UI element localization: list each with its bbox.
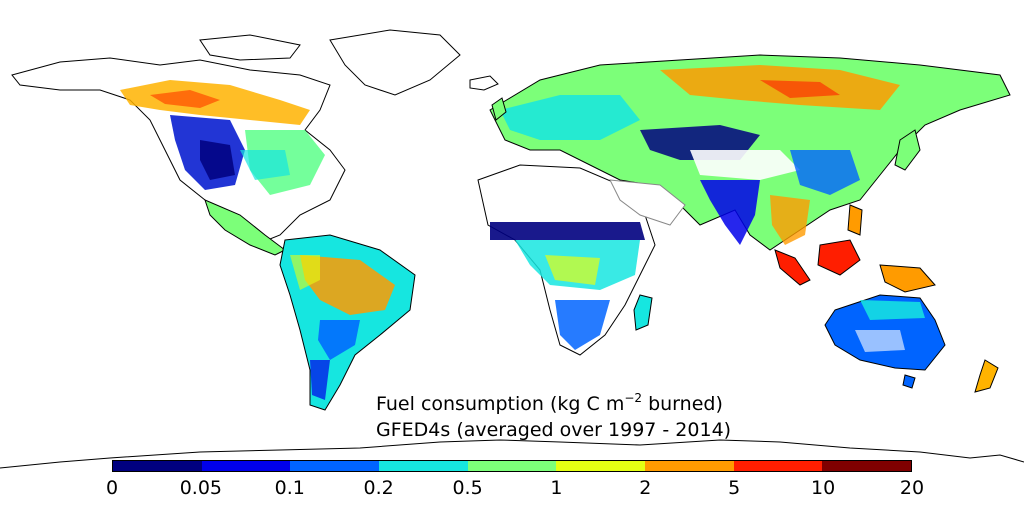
antarctica-coastline [0,439,1024,469]
colorbar-segment [113,461,202,471]
new-zealand-outline [974,359,999,393]
maritime-southeast-asia [774,204,936,293]
colorbar-tick-label: 0.05 [179,477,223,499]
colorbar-tick-label: 2 [639,477,652,499]
africa [477,164,656,356]
colorbar-tick-label: 1 [550,477,563,499]
colorbar-ticks: 0 0.05 0.1 0.2 0.5 1 2 5 10 20 [106,475,924,505]
colorbar-tick-label: 0.2 [363,477,394,499]
colorbar-segment [556,461,646,471]
unit-exponent: −2 [624,391,643,405]
south-america [279,234,416,411]
philippines-outline [847,204,863,236]
japan-outline [894,129,921,171]
colorbar-tick-label: 0 [105,477,119,499]
sahel-dark-band [490,222,645,240]
world-fuel-consumption-map [0,29,1024,469]
colorbar-segment [379,461,468,471]
pampas-blue-zone [318,320,360,360]
central-africa-yellow-zone [545,255,600,285]
arctic-islands-outline [199,34,301,61]
siberia-red-patches [760,80,840,98]
colorbar-segment [290,461,380,471]
legend-title: Fuel consumption (kg C m−2 burned) [376,391,723,415]
tasmania-outline [902,374,916,389]
colorbar [112,460,912,472]
europe-cyan-zone [500,95,640,140]
greenland-outline [329,29,461,96]
colorbar-segment [733,461,823,471]
southeast-asia-zone [770,195,810,245]
amazon-fire-zone [300,255,395,315]
colorbar-segment [645,461,734,471]
australia-desert-zone [855,330,905,352]
madagascar-outline [633,294,653,331]
colorbar-segment [201,461,291,471]
amazon-low-zone [290,255,320,290]
colorbar-segment [467,461,557,471]
colorbar-tick-label: 0.5 [452,477,483,499]
iceland-outline [469,75,499,91]
arabia-outline [609,179,686,226]
data-source-label: GFED4s (averaged over 1997 - 2014) [376,419,732,441]
uk-outline [491,97,507,121]
eurasia [489,54,1011,251]
canada-boreal-red-patches [150,90,220,108]
southern-africa-zone [555,300,610,350]
patagonia-blue-zone [310,360,330,400]
usa-east-cyan-zone [240,150,290,180]
new-guinea-outline [879,264,936,293]
colorbar-tick-label: 5 [728,477,741,499]
colorbar-tick-label: 20 [899,477,925,499]
australia [824,294,999,393]
canada-boreal-fire-zone [120,80,310,125]
north-america [11,57,346,256]
tibet-desert-zone [690,150,800,180]
colorbar-tick-label: 0.1 [274,477,305,499]
india-zone [700,180,760,245]
australia-north-zone [860,300,925,320]
colorbar-segment [822,461,912,471]
china-east-zone [790,150,860,195]
sumatra-outline [774,249,811,286]
usa-west-dark-zone [200,140,235,180]
central-america [204,199,286,256]
borneo-outline [817,239,861,276]
colorbar-tick-label: 10 [811,477,836,499]
